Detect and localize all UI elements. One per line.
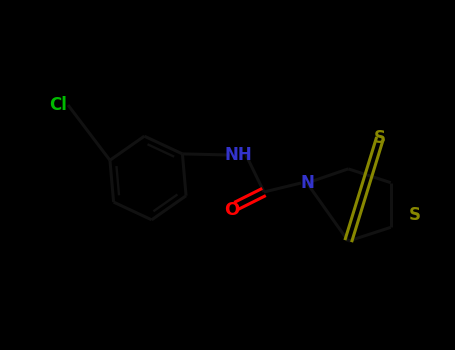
Text: N: N bbox=[300, 174, 314, 192]
Text: S: S bbox=[374, 129, 386, 147]
Text: S: S bbox=[409, 206, 421, 224]
Text: O: O bbox=[224, 201, 240, 219]
Text: Cl: Cl bbox=[49, 96, 67, 114]
Text: NH: NH bbox=[224, 146, 252, 164]
